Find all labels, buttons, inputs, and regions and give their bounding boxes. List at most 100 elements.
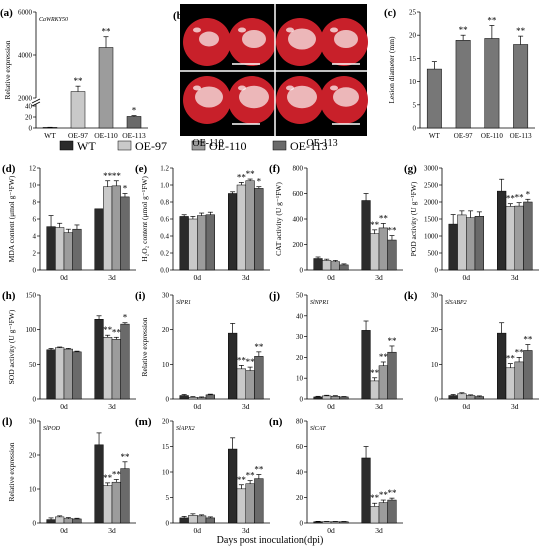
bar-oe-113 [126, 116, 142, 129]
bar-oe-97-3d [370, 506, 380, 524]
panel-letter-f: (f) [269, 163, 280, 175]
y-tick-label: 3000 [424, 165, 439, 173]
significance-mark: ** [515, 193, 525, 203]
significance-mark: * [257, 177, 262, 187]
bar-oe-113-3d [523, 350, 533, 400]
bar-oe-110-0d [330, 396, 340, 400]
bar-oe-97-3d [505, 367, 515, 400]
bar-oe-110-3d [378, 502, 388, 524]
y-tick-label: 60 [296, 443, 304, 451]
axis-break-mark [31, 98, 41, 104]
bar-wt-0d [313, 396, 323, 400]
bar-wt-3d [94, 319, 104, 400]
bar-oe-113-3d [387, 239, 397, 271]
x-tick-label: 0d [327, 526, 335, 535]
y-axis-label: CAT activity (U g⁻¹FW) [274, 182, 283, 256]
y-tick-label: 20 [162, 326, 170, 334]
x-tick-label: WT [44, 131, 56, 140]
significance-mark: ** [379, 352, 389, 362]
bar-wt-3d [228, 448, 238, 524]
x-tick-label: 0d [60, 526, 68, 535]
y-tick-label: 0 [435, 267, 439, 275]
y-tick-label: 5 [413, 101, 417, 109]
significance-mark: ** [523, 335, 533, 345]
y-tick-label: 0 [33, 267, 37, 275]
x-tick-label: 0d [60, 402, 68, 411]
significance-mark: * [132, 106, 137, 116]
y-tick-label: 0 [33, 520, 37, 528]
significance-mark: * [526, 189, 531, 199]
panel-letter-i: (i) [135, 290, 146, 302]
gene-label: SlSABP2 [445, 300, 467, 306]
significance-mark: ** [370, 493, 380, 503]
x-tick-label: OE-113 [122, 131, 146, 140]
bar-oe-97-3d [236, 368, 247, 400]
bar-oe-110-3d [514, 205, 524, 271]
x-tick-label: 3d [242, 273, 250, 282]
y-axis-label: Relative expression [140, 317, 149, 376]
y-tick-label: 0 [413, 125, 417, 133]
y-tick-label: 0.6 [160, 216, 169, 224]
y-axis-label: Lesion diameter (mm) [387, 36, 396, 104]
bar-oe-113-3d [120, 196, 130, 271]
significance-mark: ** [103, 171, 113, 181]
bar-oe-110-3d [245, 370, 255, 400]
y-tick-label: 15 [162, 443, 170, 451]
bar-wt-0d [179, 216, 189, 271]
x-tick-label: 3d [108, 273, 116, 282]
bar-oe-113-0d [474, 396, 484, 400]
bar-oe-110-0d [466, 395, 476, 400]
x-tick-label: 0d [327, 402, 335, 411]
bar-wt-0d [313, 521, 323, 524]
y-tick-label: 8 [33, 199, 37, 207]
bar-oe-113 [513, 44, 529, 129]
bar-oe-110-3d [111, 185, 121, 271]
bar-oe-97-0d [457, 214, 467, 271]
bar-oe-97-0d [322, 260, 332, 271]
panel-letter-a: (a) [0, 7, 13, 19]
bar-wt-0d [46, 349, 56, 400]
bar-wt-3d [228, 332, 238, 400]
photo-label-oe-110: OE-110 [192, 138, 223, 149]
bar-oe-97-3d [236, 488, 247, 524]
gene-label: SlAPX2 [176, 426, 195, 432]
y-tick-label: 4 [33, 233, 37, 241]
significance-mark: ** [237, 355, 247, 365]
bar-wt-0d [46, 519, 56, 524]
y-tick-label: 20 [296, 354, 304, 362]
y-tick-label: 1.2 [160, 165, 169, 173]
significance-mark: ** [120, 452, 130, 462]
bar-oe-113-3d [523, 201, 533, 271]
significance-mark: ** [237, 172, 247, 182]
bar-oe-113-0d [72, 228, 82, 271]
significance-mark: ** [246, 357, 256, 367]
bar-oe-110-0d [197, 515, 207, 524]
y-tick-label: 0.2 [160, 250, 169, 258]
y-axis-label: SOD activity (U g⁻¹FW) [7, 309, 16, 384]
significance-mark: ** [246, 471, 256, 481]
photo-label-oe-97: OE-97 [307, 6, 334, 17]
bar-oe-97-3d [370, 233, 380, 271]
significance-mark: ** [112, 327, 122, 337]
gene-label: SlPOD [43, 426, 61, 432]
y-axis-label: Relative expression [7, 442, 16, 501]
y-tick-label: 15 [409, 55, 417, 63]
gene-label: SlPR1 [176, 300, 191, 306]
bar-wt-0d [448, 395, 458, 400]
significance-mark: ** [246, 169, 256, 179]
bar-oe-110-0d [63, 232, 73, 271]
legend-swatch-oe-97 [117, 140, 132, 151]
bar-oe-113-0d [72, 351, 82, 400]
bar-wt-0d [179, 395, 189, 400]
y-tick-label: 400 [293, 216, 304, 224]
x-tick-label: 0d [194, 273, 202, 282]
bar-oe-97-0d [55, 347, 65, 400]
bar-oe-97-0d [188, 397, 198, 400]
bar-wt-3d [497, 332, 507, 400]
bar-oe-113-0d [205, 394, 215, 400]
bar-oe-110-3d [245, 483, 255, 524]
y-tick-label: 0.4 [160, 233, 169, 241]
